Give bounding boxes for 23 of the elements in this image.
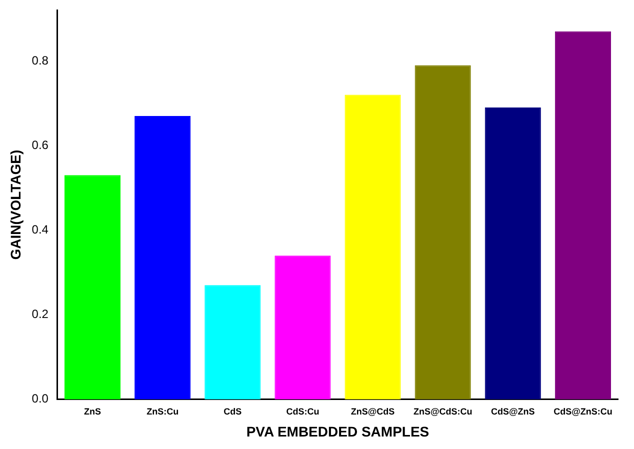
x-tick-label: ZnS@CdS: [350, 406, 395, 416]
x-axis-title: PVA EMBEDDED SAMPLES: [246, 423, 430, 440]
bar: [274, 256, 331, 400]
bar: [134, 116, 191, 400]
bar: [64, 175, 121, 400]
y-tick-label: 0.0: [32, 392, 49, 406]
x-tick-label: CdS@ZnS:Cu: [554, 406, 612, 416]
bar: [204, 285, 261, 400]
bar: [554, 31, 611, 400]
y-axis-title: GAIN(VOLTAGE): [7, 150, 24, 260]
y-tick-label: 0.2: [32, 307, 49, 322]
y-tick-label: 0.6: [32, 138, 49, 152]
x-tick-label: ZnS@CdS:Cu: [413, 406, 472, 416]
x-tick-label: ZnS:Cu: [146, 406, 179, 416]
bar: [414, 65, 471, 400]
bar: [344, 94, 401, 400]
y-tick-label: 0.4: [32, 222, 49, 236]
x-tick-label: CdS@ZnS: [491, 406, 535, 416]
x-tick-label: CdS:Cu: [286, 406, 320, 416]
x-tick-label: ZnS: [84, 406, 102, 416]
y-tick-label: 0.8: [32, 53, 49, 68]
x-tick-label: CdS: [224, 406, 242, 416]
bar: [484, 108, 541, 400]
